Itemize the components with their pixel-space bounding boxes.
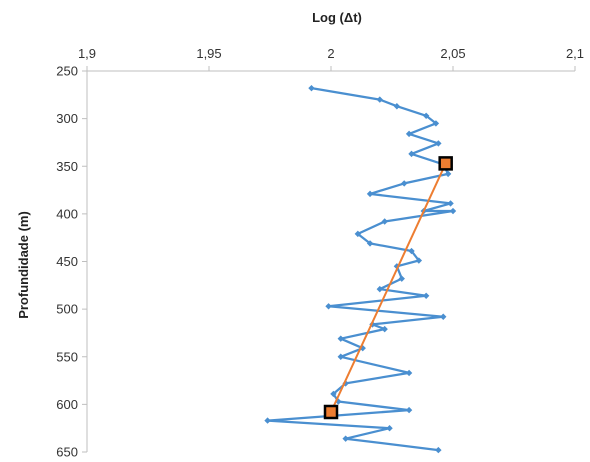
data-point [330, 390, 337, 398]
data-point [435, 446, 442, 454]
x-tick-label: 1,9 [78, 46, 96, 61]
data-point [447, 200, 454, 207]
series-1-line [266, 86, 455, 452]
x-tick-label: 2,1 [566, 46, 584, 61]
data-point [422, 112, 430, 119]
data-point [398, 275, 405, 282]
y-tick-label: 600 [56, 397, 78, 412]
data-point [342, 435, 349, 442]
x-tick-labels: 1,9 1,95 2 2,05 2,1 [78, 46, 584, 61]
y-tick-label: 650 [56, 445, 78, 460]
data-point [393, 103, 401, 110]
x-tick-label: 2 [327, 46, 334, 61]
series-layer [264, 84, 457, 454]
data-point [408, 150, 415, 158]
data-point [405, 130, 413, 138]
data-point [354, 230, 362, 238]
data-point [337, 353, 344, 360]
data-point [381, 218, 388, 225]
y-tick-label: 300 [56, 111, 78, 126]
data-point [366, 190, 374, 198]
series-2-line [330, 162, 447, 413]
data-point [401, 180, 408, 187]
y-tick-label: 350 [56, 159, 78, 174]
data-point [449, 207, 457, 215]
data-point [323, 404, 339, 420]
data-point [376, 285, 383, 293]
y-tick-label: 250 [56, 64, 78, 79]
x-tick-label: 1,95 [196, 46, 221, 61]
data-point [325, 303, 332, 310]
data-point [366, 240, 374, 247]
axes [82, 66, 576, 453]
y-tick-label: 550 [56, 349, 78, 364]
x-axis-title: Log (Δt) [312, 10, 362, 25]
data-point [422, 292, 430, 299]
x-tick-label: 2,05 [440, 46, 465, 61]
data-point [440, 313, 447, 320]
data-point [415, 257, 423, 264]
data-point [438, 156, 453, 171]
y-axis-title: Profundidade (m) [16, 211, 31, 319]
data-point [405, 406, 413, 414]
data-point [405, 369, 413, 377]
y-tick-labels: 250 300 350 400 450 500 550 600 650 [56, 64, 78, 460]
data-point [386, 424, 393, 432]
y-tick-label: 500 [56, 302, 78, 317]
data-point [432, 120, 440, 127]
y-tick-label: 450 [56, 254, 78, 269]
data-point [337, 335, 344, 342]
data-point [444, 170, 452, 178]
data-point [381, 325, 388, 333]
data-point [308, 84, 315, 92]
data-point [408, 247, 415, 255]
y-tick-label: 400 [56, 206, 78, 221]
data-point [264, 417, 271, 424]
data-point [376, 96, 383, 103]
data-point [435, 140, 442, 147]
